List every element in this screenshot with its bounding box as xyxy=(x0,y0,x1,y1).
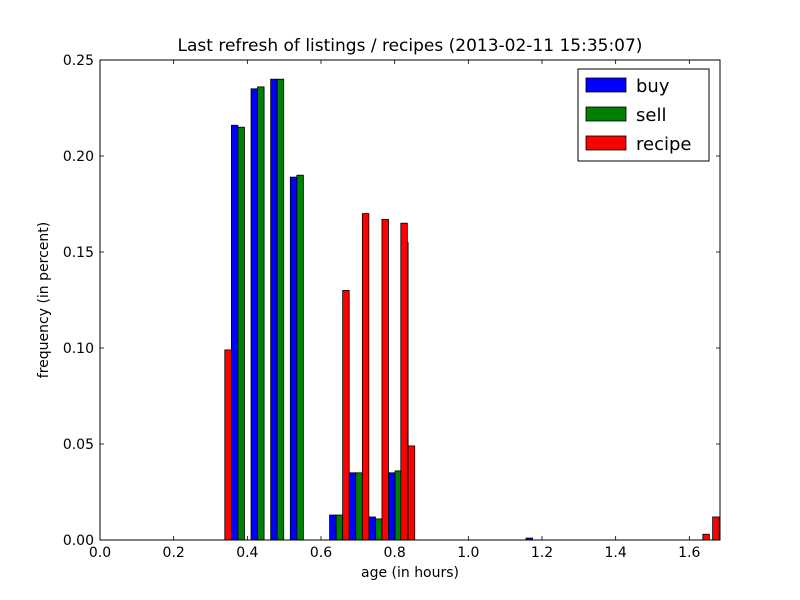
x-tick-label: 0.4 xyxy=(236,545,258,561)
legend-label-buy: buy xyxy=(636,76,670,97)
legend-swatch-sell xyxy=(585,106,627,122)
chart-title: Last refresh of listings / recipes (2013… xyxy=(178,36,643,56)
legend-swatch-buy xyxy=(585,77,627,93)
legend: buy sell recipe xyxy=(577,68,710,162)
bar-sell xyxy=(335,514,344,541)
x-tick-label: 0.0 xyxy=(89,545,111,561)
legend-label-sell: sell xyxy=(636,105,666,126)
bar-buy xyxy=(388,472,396,541)
legend-label-recipe: recipe xyxy=(636,134,691,155)
x-tick-label: 0.2 xyxy=(163,545,185,561)
x-tick-label: 1.4 xyxy=(605,545,627,561)
y-tick-label: 0.00 xyxy=(63,533,94,549)
bar-recipe xyxy=(712,516,720,541)
x-tick-label: 1.6 xyxy=(678,545,700,561)
bar-sell xyxy=(237,126,245,541)
x-tick-label: 0.8 xyxy=(384,545,406,561)
x-tick-label: 1.0 xyxy=(457,545,479,561)
bar-buy xyxy=(250,88,258,541)
bar-buy xyxy=(329,514,337,541)
x-axis: 0.0 0.2 0.4 0.6 0.8 1.0 1.2 1.4 1.6 xyxy=(89,60,701,561)
bar-sell xyxy=(257,86,265,541)
y-tick-label: 0.10 xyxy=(63,341,94,357)
bar-recipe xyxy=(400,222,408,541)
y-tick-label: 0.25 xyxy=(63,53,94,69)
bar-recipe xyxy=(702,533,710,541)
bar-recipe xyxy=(381,218,389,541)
bar-recipe xyxy=(361,213,370,541)
x-axis-label: age (in hours) xyxy=(361,565,459,581)
bars-layer xyxy=(224,78,720,541)
x-tick-label: 1.2 xyxy=(531,545,553,561)
bar-recipe xyxy=(342,289,350,541)
y-tick-label: 0.15 xyxy=(63,245,94,261)
plot-frame xyxy=(99,59,721,541)
bar-buy xyxy=(270,78,278,541)
bar-recipe xyxy=(224,349,232,541)
bar-buy xyxy=(230,124,239,541)
bar-buy xyxy=(348,472,357,541)
bar-buy xyxy=(289,176,298,541)
x-tick-label: 0.6 xyxy=(310,545,332,561)
y-axis: 0.00 0.05 0.10 0.15 0.20 0.25 xyxy=(63,53,720,549)
legend-swatch-recipe xyxy=(585,135,627,151)
bar-buy xyxy=(368,516,376,541)
y-tick-label: 0.05 xyxy=(63,437,94,453)
bar-recipe xyxy=(407,445,416,541)
bar-sell xyxy=(375,518,383,541)
y-tick-label: 0.20 xyxy=(63,149,94,165)
y-axis-label: frequency (in percent) xyxy=(36,222,52,378)
bar-sell xyxy=(296,174,304,541)
bar-sell xyxy=(355,472,363,541)
bar-sell xyxy=(276,78,285,541)
